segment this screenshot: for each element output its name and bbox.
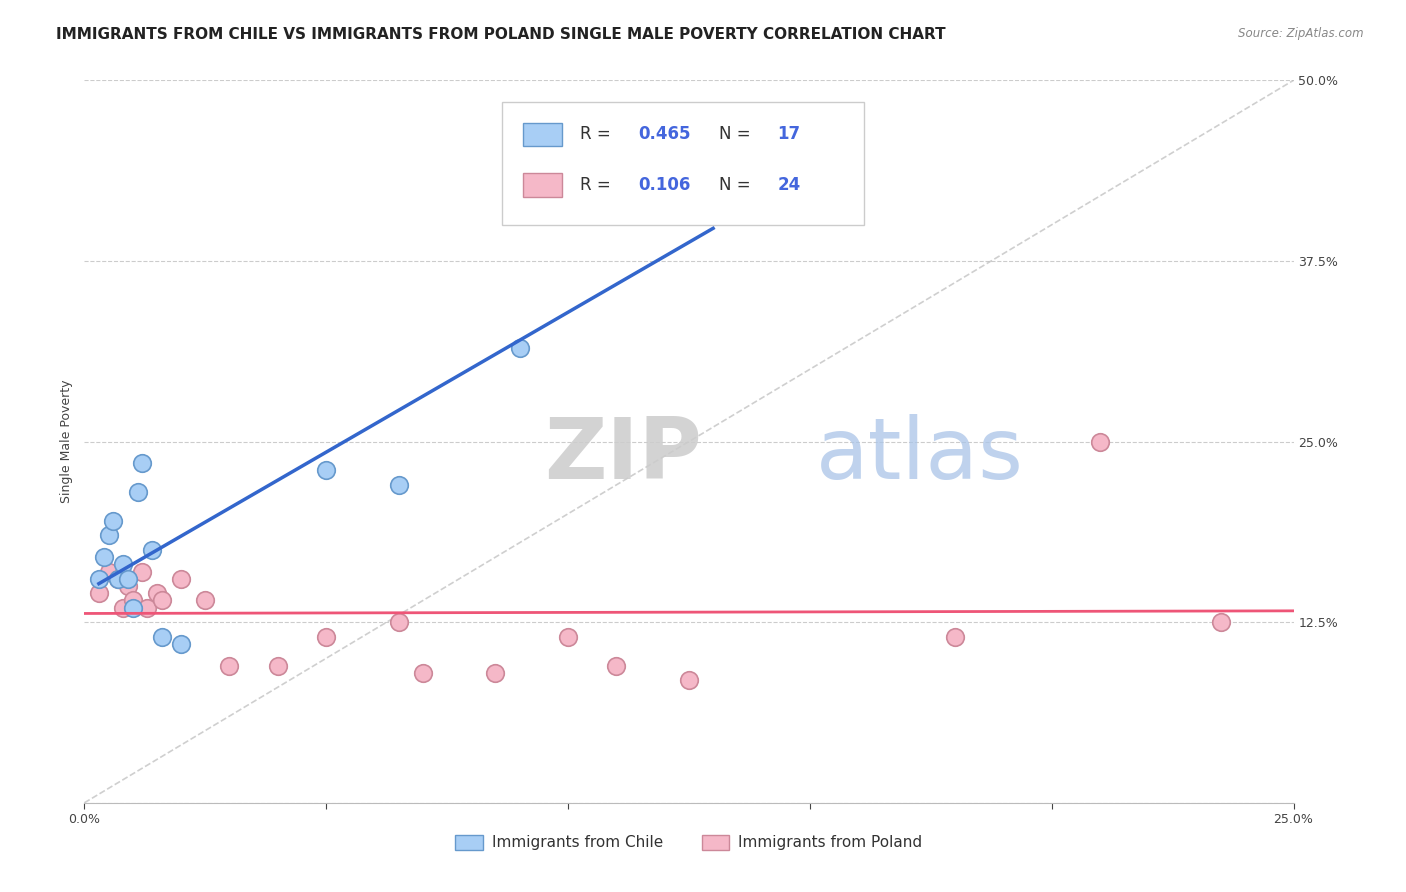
FancyBboxPatch shape xyxy=(502,102,865,225)
Text: atlas: atlas xyxy=(815,415,1024,498)
Point xyxy=(136,600,159,615)
Point xyxy=(150,593,173,607)
Point xyxy=(388,615,411,630)
Point xyxy=(97,528,120,542)
Text: N =: N = xyxy=(720,126,756,144)
Point xyxy=(218,658,240,673)
Point xyxy=(170,572,193,586)
Point xyxy=(87,572,110,586)
Point xyxy=(146,586,169,600)
Text: R =: R = xyxy=(581,176,616,194)
Point xyxy=(315,630,337,644)
Point xyxy=(388,478,411,492)
Text: 17: 17 xyxy=(778,126,800,144)
Point xyxy=(107,572,129,586)
Point xyxy=(1209,615,1232,630)
Point xyxy=(131,565,153,579)
Point xyxy=(150,630,173,644)
Point xyxy=(127,485,149,500)
Text: N =: N = xyxy=(720,176,756,194)
Legend: Immigrants from Chile, Immigrants from Poland: Immigrants from Chile, Immigrants from P… xyxy=(450,829,928,856)
Point xyxy=(121,600,143,615)
Text: ZIP: ZIP xyxy=(544,415,702,498)
Point xyxy=(702,160,724,174)
Point xyxy=(117,579,139,593)
Point xyxy=(141,542,163,557)
Point xyxy=(678,673,700,687)
Point xyxy=(103,514,125,528)
Point xyxy=(112,600,135,615)
Point xyxy=(194,593,217,607)
Point xyxy=(943,630,966,644)
Point xyxy=(267,658,290,673)
Point xyxy=(121,593,143,607)
Point xyxy=(484,665,506,680)
Text: IMMIGRANTS FROM CHILE VS IMMIGRANTS FROM POLAND SINGLE MALE POVERTY CORRELATION : IMMIGRANTS FROM CHILE VS IMMIGRANTS FROM… xyxy=(56,27,946,42)
FancyBboxPatch shape xyxy=(523,123,562,146)
Text: R =: R = xyxy=(581,126,616,144)
Point xyxy=(557,630,579,644)
Point xyxy=(131,456,153,470)
Point xyxy=(93,550,115,565)
Text: Source: ZipAtlas.com: Source: ZipAtlas.com xyxy=(1239,27,1364,40)
Text: 24: 24 xyxy=(778,176,800,194)
Text: 0.106: 0.106 xyxy=(638,176,690,194)
Point xyxy=(87,586,110,600)
Y-axis label: Single Male Poverty: Single Male Poverty xyxy=(60,380,73,503)
Point xyxy=(315,463,337,477)
Point xyxy=(412,665,434,680)
Text: 0.465: 0.465 xyxy=(638,126,690,144)
Point xyxy=(1088,434,1111,449)
FancyBboxPatch shape xyxy=(523,173,562,196)
Point xyxy=(170,637,193,651)
Point xyxy=(107,572,129,586)
Point xyxy=(97,565,120,579)
Point xyxy=(112,558,135,572)
Point xyxy=(509,341,531,355)
Point xyxy=(117,572,139,586)
Point xyxy=(605,658,627,673)
